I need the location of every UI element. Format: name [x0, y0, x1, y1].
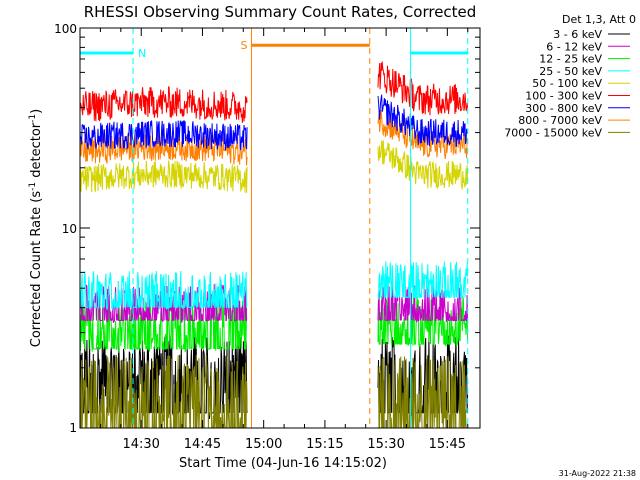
- timestamp: 31-Aug-2022 21:38: [559, 469, 636, 478]
- y-tick-label: 100: [54, 22, 77, 36]
- saa-marker: S: [240, 28, 371, 428]
- legend-entry-label: 800 - 7000 keV: [518, 114, 602, 127]
- series-50-100-kev: [79, 139, 469, 194]
- legend-entry-label: 100 - 300 keV: [525, 90, 602, 103]
- x-tick-label: 15:15: [306, 437, 343, 452]
- legend-entry-label: 300 - 800 keV: [525, 102, 602, 115]
- y-axis-label: Corrected Count Rate (s-1 detector-1): [28, 109, 44, 347]
- x-tick-label: 15:30: [367, 437, 404, 452]
- series-trace: [377, 139, 469, 191]
- legend-entry-label: 6 - 12 keV: [546, 40, 602, 53]
- x-tick-label: 14:45: [184, 437, 221, 452]
- series-100-300-kev: [79, 61, 469, 123]
- x-axis-label: Start Time (04-Jun-16 14:15:02): [179, 456, 387, 471]
- axis-ticks: 1 10 100 14:30 14:45 15:00 15:15 15:30 15:45: [54, 22, 480, 452]
- saa-label: S: [240, 39, 247, 52]
- series-trace: [377, 109, 469, 159]
- night-marker: N: [80, 28, 469, 428]
- legend-entry-label: 25 - 50 keV: [539, 65, 602, 78]
- series-trace: [79, 299, 248, 353]
- y-tick-label: 1: [69, 421, 77, 435]
- legend-entry-label: 50 - 100 keV: [532, 77, 602, 90]
- x-tick-label: 15:00: [245, 437, 282, 452]
- legend-entry-label: 12 - 25 keV: [539, 53, 602, 66]
- series-trace: [79, 120, 248, 151]
- legend-entry-label: 7000 - 15000 keV: [504, 126, 602, 139]
- legend-header: Det 1,3, Att 0: [562, 13, 636, 26]
- x-tick-label: 14:30: [122, 437, 159, 452]
- series-25-50-kev: [79, 261, 469, 310]
- legend-entry-label: 3 - 6 keV: [553, 28, 602, 41]
- series-300-800-kev: [79, 94, 469, 151]
- series-trace: [377, 261, 469, 300]
- series-trace: [79, 270, 248, 310]
- chart-title: RHESSI Observing Summary Count Rates, Co…: [84, 3, 477, 21]
- y-tick-label: 10: [62, 222, 77, 236]
- series-trace: [79, 354, 248, 429]
- series-trace: [377, 61, 469, 116]
- x-tick-label: 15:45: [429, 437, 466, 452]
- night-label: N: [138, 47, 146, 60]
- series-trace: [79, 160, 248, 194]
- plot-area: NS: [79, 28, 469, 429]
- series-trace: [79, 86, 248, 123]
- series-trace: [377, 94, 469, 148]
